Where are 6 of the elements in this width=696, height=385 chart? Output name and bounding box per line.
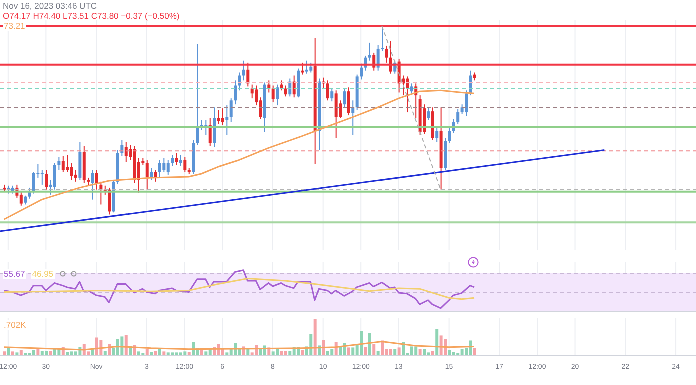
series-label: 46.95 [31, 269, 55, 279]
series-label: 55.67 [3, 269, 26, 279]
text: .702K [3, 320, 28, 330]
chart-title: Nov 16, 2023 03:46 UTC [3, 1, 98, 11]
text: O74.17 H74.40 L73.51 C73.80 −0.37 (−0.50%) [3, 11, 180, 21]
text: 73.21 [3, 21, 26, 31]
